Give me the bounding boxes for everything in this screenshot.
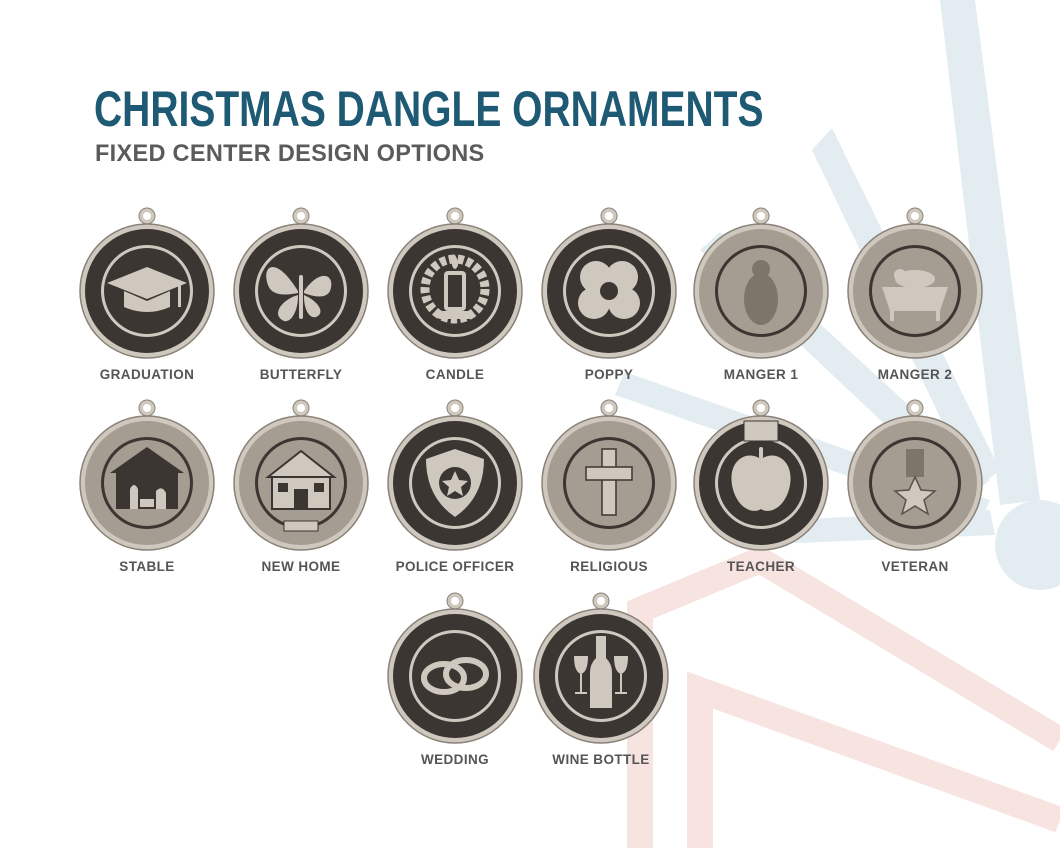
apple-icon	[731, 420, 791, 511]
wedding-rings-icon	[421, 657, 489, 695]
ornament-poppy: POPPY	[534, 205, 684, 390]
ornament-new-home: NEW HOME	[226, 397, 376, 582]
ornament-label: WINE BOTTLE	[552, 752, 650, 767]
ornament-graphic	[693, 399, 829, 551]
ornament-police-officer: POLICE OFFICER	[380, 397, 530, 582]
ornament-graphic	[541, 207, 677, 359]
ornament-label: MANGER 2	[877, 367, 953, 382]
ornament-label: BUTTERFLY	[259, 367, 343, 382]
page-subtitle: FIXED CENTER DESIGN OPTIONS	[95, 140, 485, 167]
page-title: CHRISTMAS DANGLE ORNAMENTS	[94, 81, 764, 137]
candle-wreath-icon	[420, 254, 490, 324]
cross-icon	[585, 448, 633, 516]
ornament-manger-1: MANGER 1	[686, 205, 836, 390]
wine-bottle-icon	[574, 636, 628, 708]
ornament-graphic	[693, 207, 829, 359]
ornament-manger-2: MANGER 2	[840, 205, 990, 390]
ornament-graphic	[79, 399, 215, 551]
ornament-label: WEDDING	[420, 752, 490, 767]
ornament-wedding: WEDDING	[380, 590, 530, 775]
ornament-graphic	[541, 399, 677, 551]
police-badge-icon	[426, 449, 484, 517]
ornament-candle: CANDLE	[380, 205, 530, 390]
ornament-graphic	[387, 399, 523, 551]
nativity-stable-icon	[110, 447, 184, 509]
butterfly-icon	[266, 266, 332, 322]
ornament-label: VETERAN	[881, 559, 949, 574]
graduation-cap-icon	[107, 267, 187, 312]
ornament-label: CANDLE	[425, 367, 485, 382]
house-icon	[265, 449, 337, 532]
ornament-label: POLICE OFFICER	[395, 559, 515, 574]
ornament-butterfly: BUTTERFLY	[226, 205, 376, 390]
ornament-religious: RELIGIOUS	[534, 397, 684, 582]
ornament-label: RELIGIOUS	[570, 559, 648, 574]
ornament-graduation: GRADUATION	[72, 205, 222, 390]
ornament-label: STABLE	[119, 559, 175, 574]
ornament-graphic	[533, 592, 669, 744]
ornament-veteran: VETERAN	[840, 397, 990, 582]
ornament-graphic	[233, 399, 369, 551]
ornament-label: TEACHER	[726, 559, 796, 574]
ornament-teacher: TEACHER	[686, 397, 836, 582]
baby-in-manger-icon	[882, 269, 948, 321]
ornament-stable: STABLE	[72, 397, 222, 582]
ornament-graphic	[233, 207, 369, 359]
ornament-graphic	[847, 399, 983, 551]
ornament-label: GRADUATION	[99, 367, 195, 382]
ornament-label: MANGER 1	[723, 367, 799, 382]
ornament-label: NEW HOME	[261, 559, 341, 574]
ornament-graphic	[387, 207, 523, 359]
ornament-graphic	[79, 207, 215, 359]
medal-icon	[893, 449, 937, 516]
ornament-graphic	[387, 592, 523, 744]
poppy-flower-icon	[578, 261, 640, 319]
ornament-wine-bottle: WINE BOTTLE	[526, 590, 676, 775]
ornament-label: POPPY	[584, 367, 634, 382]
swaddled-baby-icon	[744, 260, 778, 325]
ornament-graphic	[847, 207, 983, 359]
